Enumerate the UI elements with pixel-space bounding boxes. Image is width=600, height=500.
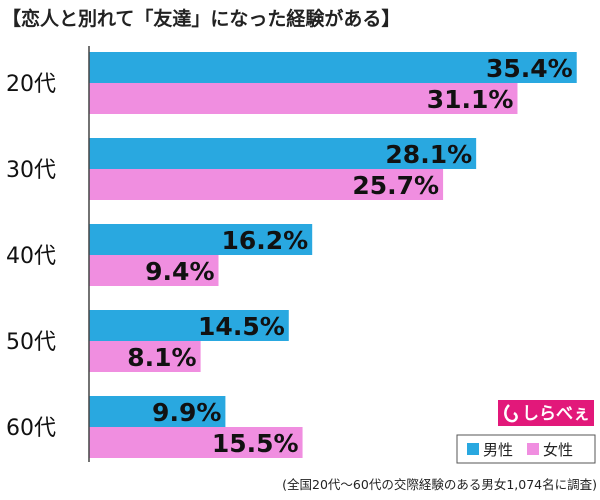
bar-area: 20代 35.4%31.1% 30代 28.1%25.7% 40代 16.2%9.4% 50… xyxy=(6,46,577,462)
data-label: 16.2% xyxy=(221,226,308,255)
bar-female xyxy=(89,255,219,286)
bar-male xyxy=(89,310,289,341)
data-label: 15.5% xyxy=(212,429,299,458)
data-label: 9.4% xyxy=(145,257,214,286)
bar-male xyxy=(89,224,313,255)
bar-female xyxy=(89,169,444,200)
data-label: 35.4% xyxy=(486,54,573,83)
category-label: 40代 xyxy=(6,244,56,269)
legend-label-female: 女性 xyxy=(543,441,573,459)
category-label: 50代 xyxy=(6,330,56,355)
data-label: 31.1% xyxy=(427,85,514,114)
bar-female xyxy=(89,83,518,114)
bar-female xyxy=(89,341,201,372)
legend-box xyxy=(456,434,596,464)
legend: 男性 女性 xyxy=(456,434,596,464)
category-label: 60代 xyxy=(6,416,56,441)
category-label: 30代 xyxy=(6,158,56,183)
bar-male xyxy=(89,138,477,169)
legend-label-male: 男性 xyxy=(483,441,513,459)
legend-swatch-male xyxy=(467,443,479,455)
bar-female xyxy=(89,427,303,458)
data-label: 14.5% xyxy=(198,312,285,341)
bar-male xyxy=(89,396,226,427)
footnote: (全国20代〜60代の交際経験のある男女1,074名に調査) xyxy=(282,477,597,492)
chart-title: 【恋人と別れて「友達」になった経験がある】 xyxy=(2,7,400,30)
data-label: 9.9% xyxy=(152,398,221,427)
logo-glyph-icon xyxy=(504,404,518,423)
data-label: 28.1% xyxy=(385,140,472,169)
category-label: 20代 xyxy=(6,72,56,97)
legend-swatch-female xyxy=(527,443,539,455)
bar-male xyxy=(89,52,577,83)
data-label: 8.1% xyxy=(127,343,196,372)
data-label: 25.7% xyxy=(352,171,439,200)
logo-text: しらべぇ xyxy=(522,404,590,424)
logo: しらべぇ xyxy=(498,400,594,426)
